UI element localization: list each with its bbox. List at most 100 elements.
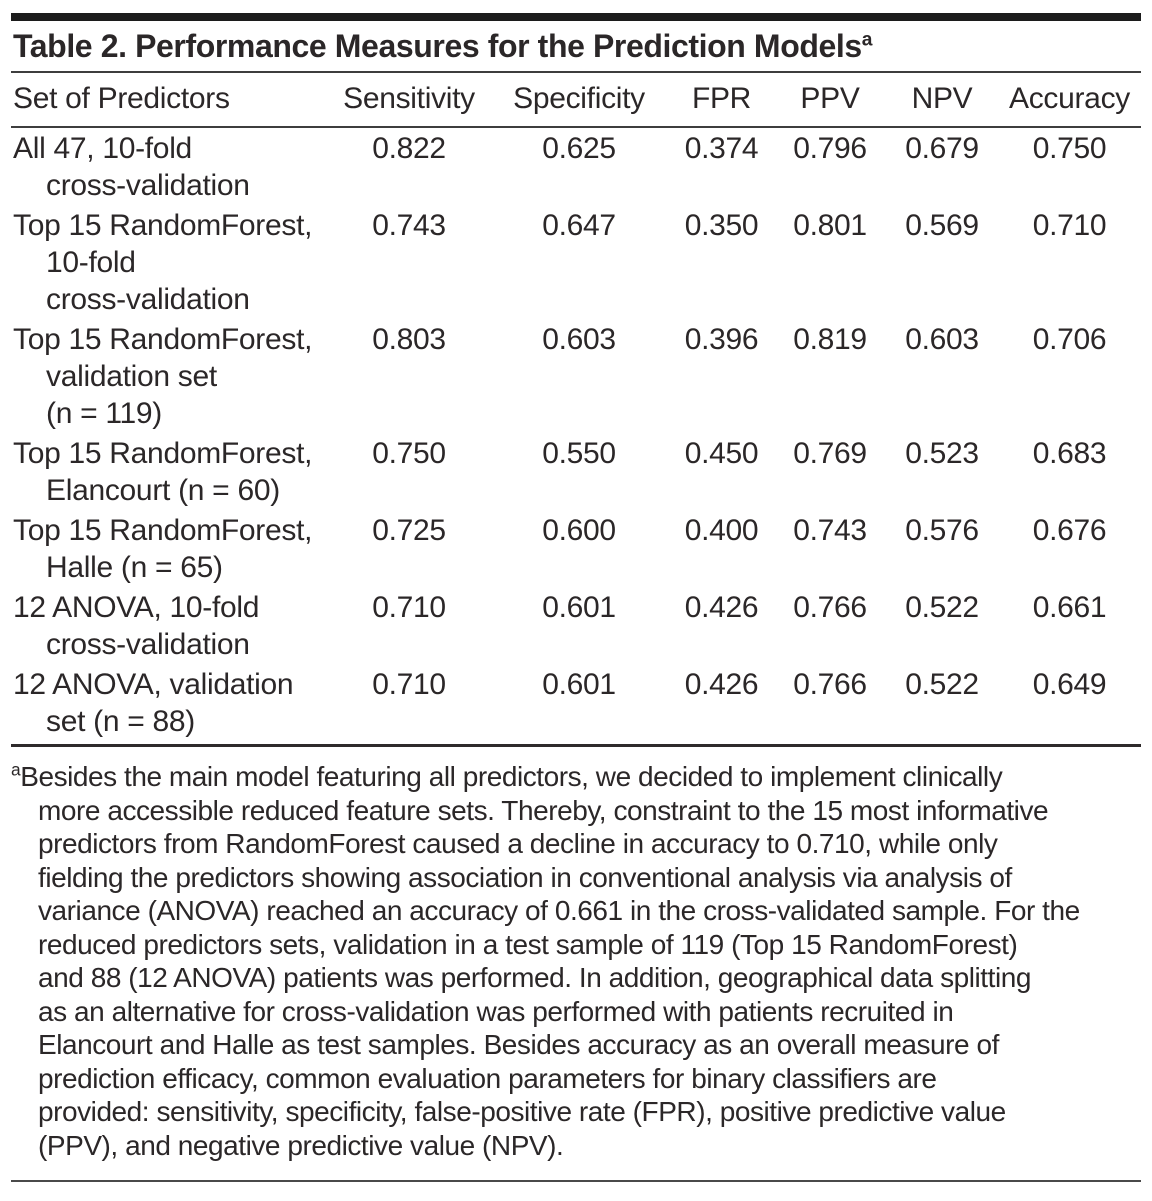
predictor-set-line: cross-validation: [46, 169, 250, 202]
metric-value-cell: 0.801: [793, 209, 867, 242]
footnote-line: prediction efficacy, common evaluation p…: [38, 1062, 937, 1094]
metric-value-cell: 0.601: [542, 591, 616, 624]
metric-value-cell: 0.601: [489, 664, 669, 747]
predictor-set-cell: Top 15 RandomForest, validation set (n = 1…: [11, 319, 329, 433]
metric-value-cell: 0.750: [1032, 132, 1107, 165]
table-title-text: Table 2. Performance Measures for the Pr…: [13, 28, 862, 64]
metric-value-cell: 0.550: [542, 437, 616, 470]
predictor-set-line: set (n = 88): [46, 705, 195, 738]
metric-value-cell: 0.523: [905, 437, 979, 470]
footnote-line: variance (ANOVA) reached an accuracy of …: [38, 895, 1080, 926]
metric-value-cell: 0.706: [1032, 323, 1107, 356]
metric-value-cell: 0.350: [684, 209, 759, 242]
footnote-line: as an alternative for cross-validation w…: [38, 995, 954, 1027]
column-header-sensitivity: Sensitivity: [329, 73, 489, 128]
predictor-set-line: validation set: [46, 360, 217, 393]
predictor-set-line: 10-fold: [46, 246, 136, 279]
table-header-row: Set of Predictors Sensitivity Specificit…: [11, 73, 1141, 128]
metric-value-cell: 0.743: [372, 209, 446, 242]
metric-value-cell: 0.661: [1032, 591, 1107, 624]
predictor-set-cell: All 47, 10-fold cross-validation: [11, 127, 329, 205]
metric-value-cell: 0.522: [886, 664, 998, 747]
predictor-set-cell: 12 ANOVA, validation set (n = 88): [11, 664, 329, 747]
table-row: Top 15 RandomForest, Elancourt (n = 60) 0.…: [11, 433, 1141, 510]
metric-value-cell: 0.710: [372, 591, 446, 624]
metric-value-cell: 0.396: [684, 323, 759, 356]
predictor-set-line: Elancourt (n = 60): [46, 474, 280, 507]
column-header-set-of-predictors: Set of Predictors: [11, 73, 329, 128]
metric-value-cell: 0.625: [542, 132, 616, 165]
column-header-accuracy: Accuracy: [998, 73, 1141, 128]
predictor-set-cell: Top 15 RandomForest, 10-fold cross-validat…: [11, 205, 329, 319]
table-row: Top 15 RandomForest, 10-fold cross-validat…: [11, 205, 1141, 319]
predictor-set-line: 12 ANOVA, validation: [13, 668, 294, 701]
metric-value-cell: 0.522: [905, 591, 979, 624]
table-row: 12 ANOVA, 10-fold cross-validation 0.710 0.…: [11, 587, 1141, 664]
column-header-npv: NPV: [886, 73, 998, 128]
metric-value-cell: 0.743: [793, 514, 867, 547]
predictor-set-line: Top 15 RandomForest,: [13, 209, 313, 242]
column-header-ppv: PPV: [774, 73, 886, 128]
table-row: All 47, 10-fold cross-validation 0.822 0.62…: [11, 127, 1141, 205]
metric-value-cell: 0.819: [793, 323, 867, 356]
table-row: 12 ANOVA, validation set (n = 88) 0.710 0.6…: [11, 664, 1141, 747]
metric-value-cell: 0.796: [793, 132, 867, 165]
performance-table: Set of Predictors Sensitivity Specificit…: [11, 73, 1141, 747]
metric-value-cell: 0.683: [1032, 437, 1107, 470]
predictor-set-line: Halle (n = 65): [46, 551, 223, 584]
paper-table-figure: Table 2. Performance Measures for the Pr…: [11, 13, 1141, 1182]
metric-value-cell: 0.676: [1032, 514, 1107, 547]
metric-value-cell: 0.766: [774, 664, 886, 747]
footnote-line: Elancourt and Halle as test samples. Bes…: [38, 1029, 999, 1060]
predictor-set-line: All 47, 10-fold: [13, 132, 192, 165]
metric-value-cell: 0.603: [542, 323, 616, 356]
metric-value-cell: 0.426: [684, 591, 759, 624]
footnote-line: predictors from RandomForest caused a de…: [38, 828, 998, 859]
table-row: Top 15 RandomForest, Halle (n = 65) 0.725 0…: [11, 510, 1141, 587]
footnote-line: provided: sensitivity, specificity, fals…: [38, 1096, 1006, 1127]
predictor-set-line: cross-validation: [46, 283, 250, 316]
metric-value-cell: 0.679: [905, 132, 979, 165]
predictor-set-line: Top 15 RandomForest,: [13, 514, 313, 547]
predictor-set-line: 12 ANOVA, 10-fold: [13, 591, 260, 624]
footnote-line: more accessible reduced feature sets. Th…: [38, 794, 1049, 826]
predictor-set-line: Top 15 RandomForest,: [13, 437, 313, 470]
predictor-set-cell: Top 15 RandomForest, Halle (n = 65): [11, 510, 329, 587]
metric-value-cell: 0.649: [998, 664, 1141, 747]
top-rule-bar: [11, 13, 1141, 21]
metric-value-cell: 0.603: [905, 323, 979, 356]
metric-value-cell: 0.426: [669, 664, 774, 747]
metric-value-cell: 0.803: [372, 323, 446, 356]
metric-value-cell: 0.400: [684, 514, 759, 547]
metric-value-cell: 0.710: [1032, 209, 1107, 242]
metric-value-cell: 0.450: [684, 437, 759, 470]
footnote: aBesides the main model featuring all pr…: [11, 747, 1141, 1182]
metric-value-cell: 0.769: [793, 437, 867, 470]
footnote-marker: a: [11, 759, 21, 780]
table-title-footnote-marker: a: [861, 29, 873, 51]
predictor-set-line: (n = 119): [46, 397, 162, 430]
footnote-line: (PPV), and negative predictive value (NP…: [38, 1129, 564, 1161]
metric-value-cell: 0.725: [372, 514, 446, 547]
footnote-line: reduced predictors sets, validation in a…: [38, 928, 1018, 960]
column-header-fpr: FPR: [669, 73, 774, 128]
predictor-set-line: Top 15 RandomForest,: [13, 323, 313, 356]
metric-value-cell: 0.569: [905, 209, 979, 242]
table-row: Top 15 RandomForest, validation set (n = 1…: [11, 319, 1141, 433]
metric-value-cell: 0.750: [372, 437, 446, 470]
metric-value-cell: 0.766: [793, 591, 867, 624]
metric-value-cell: 0.647: [542, 209, 616, 242]
predictor-set-line: cross-validation: [46, 628, 250, 661]
table-title: Table 2. Performance Measures for the Pr…: [11, 21, 1141, 73]
table-body: All 47, 10-fold cross-validation 0.822 0.62…: [11, 127, 1141, 747]
predictor-set-cell: Top 15 RandomForest, Elancourt (n = 60): [11, 433, 329, 510]
metric-value-cell: 0.600: [542, 514, 616, 547]
metric-value-cell: 0.374: [684, 132, 759, 165]
metric-value-cell: 0.710: [329, 664, 489, 747]
predictor-set-cell: 12 ANOVA, 10-fold cross-validation: [11, 587, 329, 664]
footnote-line: and 88 (12 ANOVA) patients was performed…: [38, 962, 1031, 993]
footnote-line: fielding the predictors showing associat…: [38, 861, 1012, 893]
footnote-line: aBesides the main model featuring all pr…: [11, 759, 1003, 792]
column-header-specificity: Specificity: [489, 73, 669, 128]
metric-value-cell: 0.822: [372, 132, 446, 165]
